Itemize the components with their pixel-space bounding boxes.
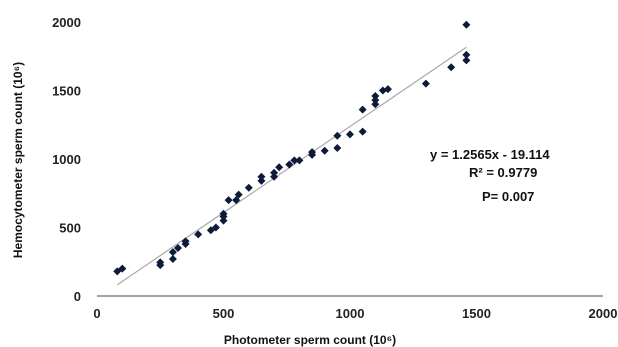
y-tick-label: 0: [74, 289, 81, 304]
data-point: [194, 230, 203, 239]
y-axis-title: Hemocytometer sperm count (10⁶): [11, 62, 25, 258]
data-point: [462, 50, 471, 59]
data-point: [371, 100, 380, 109]
data-point: [270, 168, 279, 177]
y-tick-label: 500: [59, 221, 81, 236]
data-point: [358, 127, 367, 136]
y-tick-labels: 0 500 1000 1500 2000: [52, 15, 81, 304]
data-point: [371, 96, 380, 105]
data-point: [285, 160, 294, 169]
data-point: [308, 148, 317, 157]
data-point: [168, 255, 177, 264]
x-tick-label: 1500: [462, 306, 491, 321]
data-point: [447, 63, 456, 72]
data-point: [168, 248, 177, 257]
data-point: [257, 172, 266, 181]
x-tick-label: 0: [93, 306, 100, 321]
data-point: [257, 176, 266, 185]
data-point: [173, 244, 182, 253]
data-point: [244, 183, 253, 192]
x-axis-title: Photometer sperm count (10⁶): [224, 333, 396, 347]
data-point: [346, 130, 354, 139]
data-points: [113, 20, 471, 276]
data-point: [333, 144, 342, 153]
data-point: [295, 156, 304, 165]
data-point: [219, 216, 228, 225]
data-point: [383, 85, 392, 94]
data-point: [270, 172, 279, 181]
data-point: [224, 196, 233, 205]
p-value-label: P= 0.007: [482, 189, 534, 204]
data-point: [118, 264, 127, 273]
x-tick-label: 500: [213, 306, 235, 321]
data-point: [211, 223, 220, 232]
trendline: [116, 46, 467, 286]
data-point: [371, 91, 380, 100]
data-point: [358, 105, 367, 114]
data-point: [462, 56, 471, 65]
y-tick-label: 1500: [52, 84, 81, 99]
data-point: [232, 196, 241, 205]
data-point: [219, 209, 228, 218]
x-tick-label: 2000: [589, 306, 618, 321]
data-point: [421, 79, 430, 88]
data-point: [156, 258, 165, 267]
data-point: [181, 237, 190, 246]
data-point: [234, 190, 243, 199]
r-squared-label: R² = 0.9779: [469, 165, 537, 180]
data-point: [320, 146, 329, 155]
data-point: [275, 163, 284, 172]
y-tick-label: 2000: [52, 15, 81, 30]
data-point: [462, 20, 471, 29]
data-point: [333, 131, 342, 140]
x-tick-label: 1000: [336, 306, 365, 321]
y-tick-label: 1000: [52, 152, 81, 167]
x-tick-labels: 0 500 1000 1500 2000: [93, 306, 617, 321]
trendline-equation: y = 1.2565x - 19.114: [430, 147, 550, 162]
data-point: [290, 156, 299, 165]
